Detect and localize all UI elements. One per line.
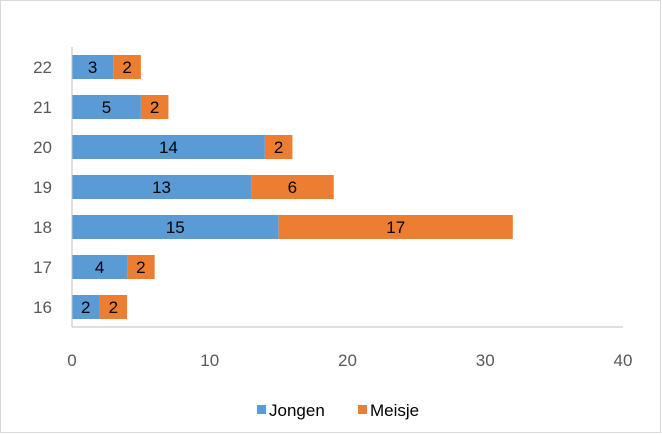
bar-jongen-20 — [72, 135, 265, 159]
data-label-meisje-19: 6 — [288, 178, 297, 197]
data-label-meisje-16: 2 — [109, 298, 118, 317]
x-tick-label-10: 10 — [200, 351, 219, 370]
bar-jongen-17 — [72, 255, 128, 279]
data-label-meisje-17: 2 — [136, 258, 145, 277]
bar-jongen-19 — [72, 175, 252, 199]
bar-meisje-19 — [251, 175, 334, 199]
y-tick-label-20: 20 — [33, 138, 52, 157]
y-tick-label-16: 16 — [33, 298, 52, 317]
bar-meisje-18 — [278, 215, 513, 239]
legend-swatch-meisje — [358, 405, 367, 414]
data-label-jongen-16: 2 — [81, 298, 90, 317]
data-label-jongen-17: 4 — [95, 258, 104, 277]
x-tick-label-30: 30 — [476, 351, 495, 370]
bar-meisje-22 — [113, 55, 141, 79]
x-axis-tick-labels: 0 10 20 30 40 — [67, 351, 632, 370]
legend-label-jongen: Jongen — [269, 401, 325, 420]
data-label-meisje-21: 2 — [150, 98, 159, 117]
data-label-jongen-21: 5 — [102, 98, 111, 117]
y-axis-tick-labels: 16 17 18 19 20 21 22 — [33, 58, 52, 317]
data-label-meisje-18: 17 — [386, 218, 405, 237]
data-label-jongen-18: 15 — [166, 218, 185, 237]
bar-meisje-17 — [127, 255, 155, 279]
legend: Jongen Meisje — [257, 401, 419, 420]
y-tick-label-22: 22 — [33, 58, 52, 77]
bar-meisje-21 — [140, 95, 169, 119]
y-tick-label-21: 21 — [33, 98, 52, 117]
bar-meisje-20 — [264, 135, 293, 159]
bar-jongen-21 — [72, 95, 141, 119]
y-tick-label-18: 18 — [33, 218, 52, 237]
bars-layer — [72, 55, 513, 319]
bar-jongen-16 — [72, 295, 100, 319]
bar-jongen-22 — [72, 55, 114, 79]
legend-swatch-jongen — [257, 405, 266, 414]
bar-jongen-18 — [72, 215, 279, 239]
data-label-jongen-22: 3 — [88, 58, 97, 77]
x-tick-label-40: 40 — [614, 351, 633, 370]
data-label-jongen-19: 13 — [152, 178, 171, 197]
y-tick-label-17: 17 — [33, 258, 52, 277]
data-label-meisje-22: 2 — [122, 58, 131, 77]
x-tick-label-20: 20 — [338, 351, 357, 370]
data-label-meisje-20: 2 — [274, 138, 283, 157]
y-tick-label-19: 19 — [33, 178, 52, 197]
bar-meisje-16 — [99, 295, 128, 319]
x-tick-label-0: 0 — [67, 351, 76, 370]
legend-label-meisje: Meisje — [370, 401, 419, 420]
data-label-jongen-20: 14 — [159, 138, 178, 157]
